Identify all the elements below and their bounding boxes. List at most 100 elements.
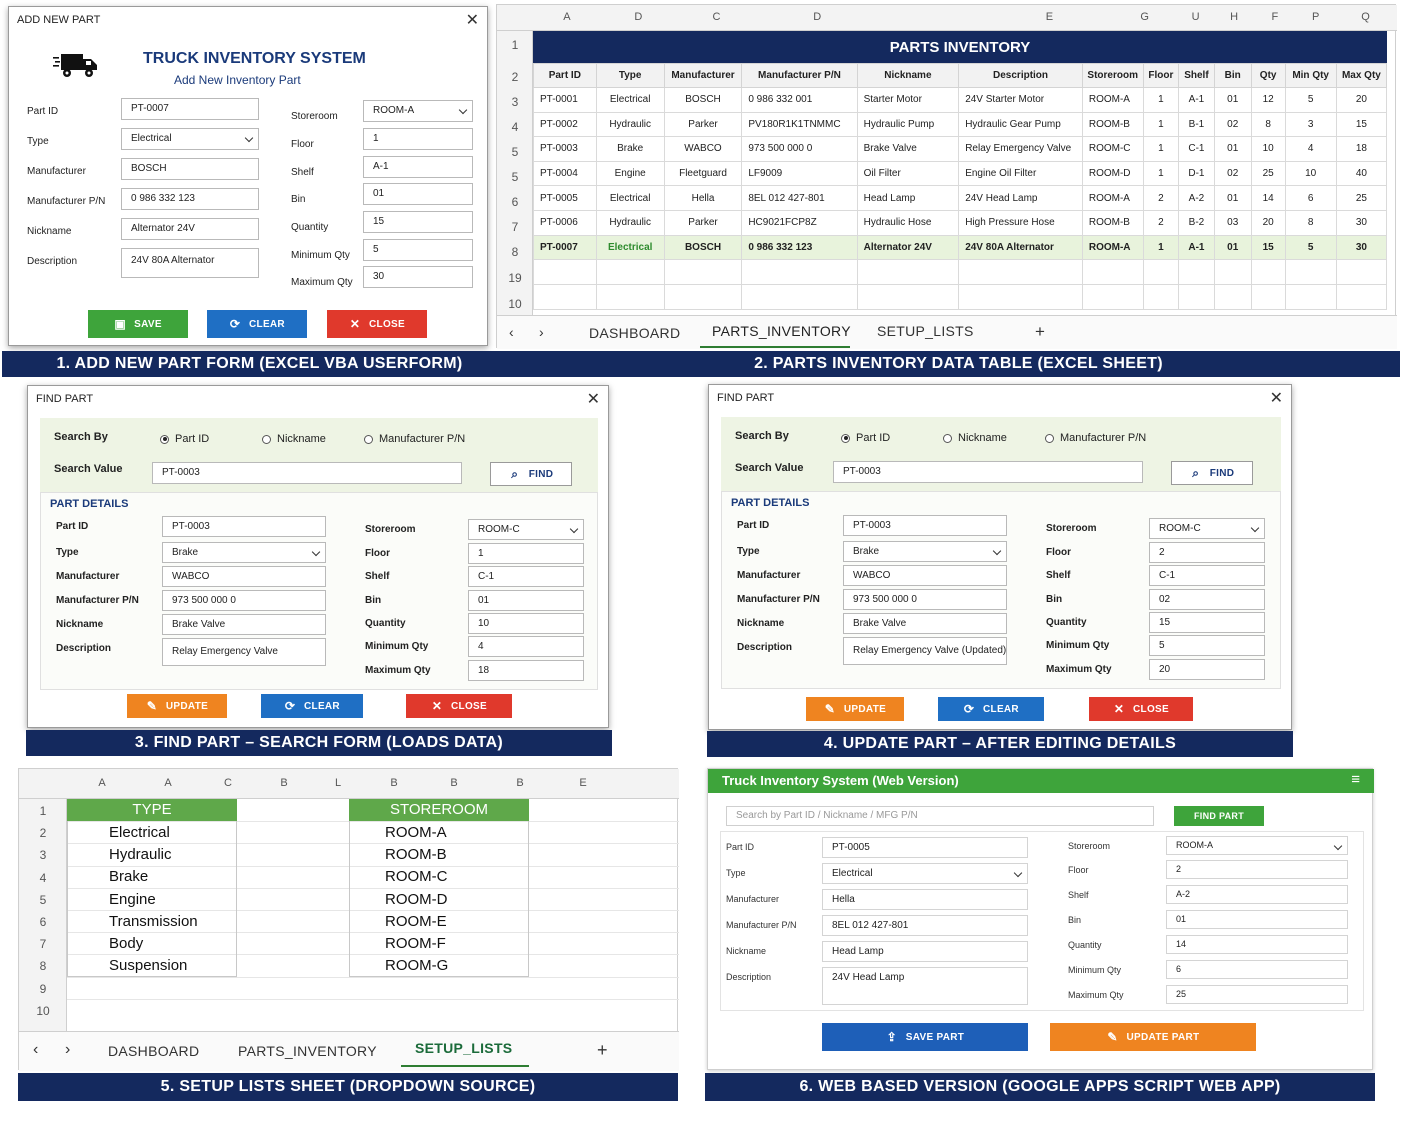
radio-nickname[interactable]: Nickname bbox=[262, 433, 326, 445]
table-cell[interactable]: Hydraulic bbox=[595, 209, 665, 236]
table-cell[interactable] bbox=[663, 284, 743, 311]
table-cell[interactable] bbox=[1250, 259, 1286, 286]
table-cell[interactable]: 3 bbox=[1284, 111, 1337, 138]
table-cell[interactable]: BOSCH bbox=[663, 87, 743, 113]
quantity-field[interactable]: 10 bbox=[468, 613, 584, 634]
nickname-field[interactable]: Brake Valve bbox=[843, 613, 1007, 634]
table-cell[interactable] bbox=[595, 259, 665, 286]
row-number[interactable]: 5 bbox=[511, 145, 519, 159]
table-cell[interactable]: 2 bbox=[1142, 185, 1180, 211]
table-cell[interactable]: Brake bbox=[595, 136, 665, 162]
table-cell[interactable] bbox=[1335, 284, 1388, 311]
floor-field[interactable]: 1 bbox=[363, 128, 473, 150]
description-field[interactable]: 24V 80A Alternator bbox=[121, 248, 259, 278]
table-cell[interactable]: 24V Starter Motor bbox=[958, 87, 1083, 113]
table-cell[interactable]: 01 bbox=[1213, 136, 1252, 162]
table-cell[interactable]: ROOM-C bbox=[1081, 136, 1144, 162]
close-icon[interactable]: ✕ bbox=[1269, 390, 1283, 407]
storeroom-item[interactable]: ROOM-D bbox=[385, 890, 448, 908]
type-item[interactable]: Brake bbox=[109, 868, 149, 886]
table-cell[interactable]: Parker bbox=[663, 111, 743, 138]
manufacturer-p-n-field[interactable]: 973 500 000 0 bbox=[162, 590, 326, 611]
storeroom-item[interactable]: ROOM-E bbox=[385, 912, 447, 930]
table-cell[interactable] bbox=[958, 259, 1083, 286]
table-cell[interactable] bbox=[1142, 259, 1180, 286]
type-field[interactable]: Brake bbox=[843, 541, 1007, 562]
quantity-field[interactable]: 15 bbox=[363, 211, 473, 233]
table-cell[interactable]: Hydraulic Gear Pump bbox=[958, 111, 1083, 138]
table-cell[interactable]: 8EL 012 427-801 bbox=[741, 185, 858, 211]
table-cell[interactable]: 30 bbox=[1335, 209, 1388, 236]
table-cell[interactable] bbox=[1178, 259, 1215, 286]
prev-sheet-icon[interactable]: ‹ bbox=[509, 324, 514, 340]
minimum-qty-field[interactable]: 5 bbox=[363, 239, 473, 261]
prev-sheet-icon[interactable]: ‹ bbox=[33, 1041, 39, 1058]
storeroom-field[interactable]: ROOM-C bbox=[468, 519, 584, 540]
table-row[interactable]: PT-0001 Electrical BOSCH 0 986 332 001 Start… bbox=[533, 87, 1388, 113]
table-cell[interactable]: PT-0001 bbox=[533, 87, 597, 113]
shelf-field[interactable]: C-1 bbox=[468, 566, 584, 587]
clear-button[interactable]: ⟳ CLEAR bbox=[261, 694, 363, 718]
table-cell[interactable]: 2 bbox=[1142, 209, 1180, 236]
table-cell[interactable]: 02 bbox=[1213, 160, 1252, 187]
maximum-qty-field[interactable]: 25 bbox=[1166, 985, 1348, 1004]
minimum-qty-field[interactable]: 6 bbox=[1166, 960, 1348, 979]
table-row[interactable]: PT-0005 Electrical Hella 8EL 012 427-801 Hea… bbox=[533, 185, 1388, 211]
table-cell[interactable] bbox=[856, 259, 960, 286]
row-number[interactable]: 3 bbox=[511, 95, 519, 109]
shelf-field[interactable]: A-2 bbox=[1166, 885, 1348, 904]
table-cell[interactable] bbox=[1081, 284, 1144, 311]
column-letter[interactable]: F bbox=[1271, 11, 1279, 23]
table-cell[interactable]: 1 bbox=[1142, 136, 1180, 162]
column-letter[interactable]: A bbox=[563, 11, 571, 23]
row-number[interactable]: 10 bbox=[36, 1003, 50, 1018]
table-cell[interactable]: Hydraulic Pump bbox=[856, 111, 960, 138]
find-button[interactable]: ⌕ FIND bbox=[490, 462, 572, 486]
table-cell[interactable]: Brake Valve bbox=[856, 136, 960, 162]
column-letter[interactable]: B bbox=[450, 777, 458, 789]
row-number[interactable]: 1 bbox=[39, 804, 47, 818]
table-cell[interactable] bbox=[1142, 284, 1180, 311]
manufacturer-field[interactable]: BOSCH bbox=[121, 158, 259, 180]
column-letter[interactable]: H bbox=[1230, 11, 1239, 23]
storeroom-field[interactable]: ROOM-C bbox=[1149, 518, 1265, 539]
column-letter[interactable]: G bbox=[1140, 11, 1149, 23]
table-cell[interactable]: A-2 bbox=[1178, 185, 1215, 211]
row-number[interactable]: 2 bbox=[511, 70, 519, 84]
storeroom-item[interactable]: ROOM-B bbox=[385, 846, 447, 864]
description-field[interactable]: Relay Emergency Valve (Updated) bbox=[843, 637, 1007, 665]
part-id-field[interactable]: PT-0007 bbox=[121, 98, 259, 120]
column-letter[interactable]: B bbox=[390, 777, 398, 789]
table-cell[interactable]: 03 bbox=[1213, 209, 1252, 236]
row-number[interactable]: 9 bbox=[39, 981, 47, 996]
table-cell[interactable]: 24V 80A Alternator bbox=[958, 234, 1083, 261]
part-id-field[interactable]: PT-0003 bbox=[162, 516, 326, 537]
type-item[interactable]: Body bbox=[109, 935, 144, 952]
find-button[interactable]: ⌕ FIND bbox=[1171, 461, 1253, 485]
table-cell[interactable]: 24V Head Lamp bbox=[958, 185, 1083, 211]
table-cell[interactable]: PT-0007 bbox=[533, 234, 597, 261]
table-cell[interactable]: PT-0003 bbox=[533, 136, 597, 162]
table-cell[interactable]: Hella bbox=[663, 185, 743, 211]
table-cell[interactable]: Fleetguard bbox=[663, 160, 743, 187]
close-button[interactable]: ✕ CLOSE bbox=[327, 310, 427, 338]
hamburger-icon[interactable]: ≡ bbox=[1351, 771, 1360, 788]
table-cell[interactable]: PV180R1K1TNMMC bbox=[741, 111, 858, 138]
close-button[interactable]: ✕ CLOSE bbox=[406, 694, 512, 718]
table-cell[interactable]: ROOM-D bbox=[1081, 160, 1144, 187]
row-number[interactable]: 1 bbox=[511, 38, 519, 52]
table-row[interactable]: PT-0003 Brake WABCO 973 500 000 0 Brake Valv… bbox=[533, 136, 1388, 162]
manufacturer-p-n-field[interactable]: 973 500 000 0 bbox=[843, 589, 1007, 610]
type-item[interactable]: Engine bbox=[109, 890, 156, 908]
table-cell[interactable]: 14 bbox=[1250, 185, 1286, 211]
column-letter[interactable]: B bbox=[280, 777, 288, 789]
table-cell[interactable]: 15 bbox=[1250, 234, 1286, 261]
bin-field[interactable]: 01 bbox=[1166, 910, 1348, 929]
table-cell[interactable]: 10 bbox=[1250, 136, 1286, 162]
tab-parts-inventory[interactable]: PARTS_INVENTORY bbox=[712, 323, 851, 339]
tab-dashboard[interactable]: DASHBOARD bbox=[108, 1043, 200, 1059]
type-item[interactable]: Transmission bbox=[109, 912, 198, 930]
radio-manufacturer-p-n[interactable]: Manufacturer P/N bbox=[364, 433, 465, 445]
type-item[interactable]: Suspension bbox=[109, 957, 188, 975]
table-cell[interactable]: High Pressure Hose bbox=[958, 209, 1083, 236]
